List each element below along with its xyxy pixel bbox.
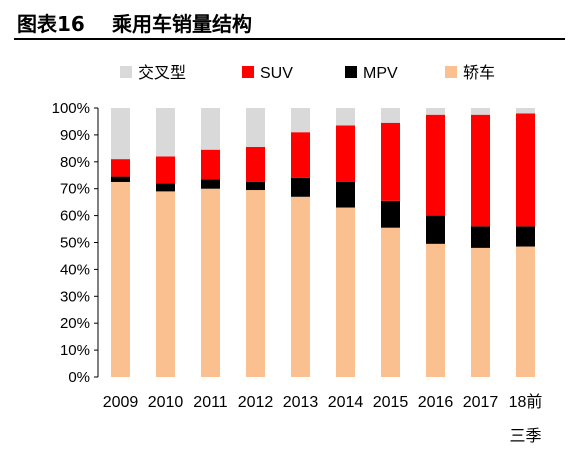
bar-2012-2 <box>246 147 265 182</box>
bar-2010-3 <box>156 108 175 157</box>
legend-label-2: MPV <box>363 65 398 82</box>
bar-2012-1 <box>246 181 265 191</box>
y-tick-label-6: 60% <box>60 208 90 225</box>
bar-2009-2 <box>111 159 130 177</box>
x-tick-label-9-line0: 18前 <box>509 393 543 411</box>
legend-swatch-2 <box>345 66 357 78</box>
bar-2013-0 <box>291 196 310 377</box>
legend-label-3: 轿车 <box>463 64 495 82</box>
x-tick-label-9-line1: 三季 <box>509 427 541 445</box>
bar-2016-3 <box>426 108 445 115</box>
header-rule <box>14 38 565 40</box>
x-tick-label-5: 2014 <box>328 394 364 411</box>
bar-2011-0 <box>201 188 220 377</box>
x-tick-label-8: 2017 <box>463 394 499 411</box>
bar-2014-2 <box>336 125 355 182</box>
bar-2016-1 <box>426 215 445 244</box>
bar-2013-1 <box>291 177 310 197</box>
bar-2011-2 <box>201 149 220 180</box>
legend-label-1: SUV <box>260 65 293 82</box>
bar-2014-3 <box>336 108 355 126</box>
bar-2016-0 <box>426 243 445 377</box>
bar-18前三季-1 <box>516 226 535 247</box>
y-tick-label-1: 10% <box>60 342 90 359</box>
legend-swatch-1 <box>242 66 254 78</box>
figure-number: 图表16 <box>17 12 85 36</box>
bar-2017-1 <box>471 226 490 248</box>
bar-2015-0 <box>381 227 400 377</box>
bar-18前三季-3 <box>516 108 535 114</box>
bar-2013-3 <box>291 108 310 133</box>
x-tick-label-3: 2012 <box>238 394 274 411</box>
bar-2009-1 <box>111 176 130 182</box>
bar-2013-2 <box>291 132 310 178</box>
bar-2017-2 <box>471 114 490 227</box>
legend-label-0: 交叉型 <box>138 64 186 82</box>
x-tick-label-2: 2011 <box>193 394 228 411</box>
bar-2014-0 <box>336 207 355 377</box>
x-tick-label-6: 2015 <box>373 394 409 411</box>
x-tick-label-7: 2016 <box>418 394 454 411</box>
y-tick-label-0: 0% <box>68 369 90 386</box>
bar-2015-1 <box>381 200 400 228</box>
y-tick-label-10: 100% <box>52 100 90 117</box>
legend-swatch-3 <box>445 66 457 78</box>
y-tick-label-9: 90% <box>60 127 90 144</box>
bar-2012-3 <box>246 108 265 148</box>
bar-18前三季-0 <box>516 246 535 377</box>
bar-2010-1 <box>156 183 175 192</box>
x-tick-label-4: 2013 <box>283 394 319 411</box>
bar-18前三季-2 <box>516 113 535 227</box>
bar-2010-2 <box>156 156 175 184</box>
x-tick-label-0: 2009 <box>103 394 139 411</box>
y-tick-label-4: 40% <box>60 261 90 278</box>
bar-2009-0 <box>111 181 130 377</box>
bar-2016-2 <box>426 114 445 216</box>
y-tick-label-5: 50% <box>60 235 90 252</box>
bar-2015-2 <box>381 122 400 201</box>
bar-2017-0 <box>471 247 490 377</box>
bar-2012-0 <box>246 190 265 377</box>
legend-swatch-0 <box>120 66 132 78</box>
y-tick-label-8: 80% <box>60 154 90 171</box>
y-tick-label-3: 30% <box>60 288 90 305</box>
x-tick-label-1: 2010 <box>148 394 184 411</box>
figure-title: 乘用车销量结构 <box>112 12 252 36</box>
bar-2017-3 <box>471 108 490 115</box>
bar-2015-3 <box>381 108 400 123</box>
bar-2009-3 <box>111 108 130 160</box>
y-tick-label-2: 20% <box>60 315 90 332</box>
bar-2010-0 <box>156 191 175 377</box>
bar-2011-3 <box>201 108 220 150</box>
y-tick-label-7: 70% <box>60 181 90 198</box>
bar-2011-1 <box>201 179 220 189</box>
bar-2014-1 <box>336 181 355 208</box>
figure-header: 图表16 乘用车销量结构 <box>0 0 581 40</box>
